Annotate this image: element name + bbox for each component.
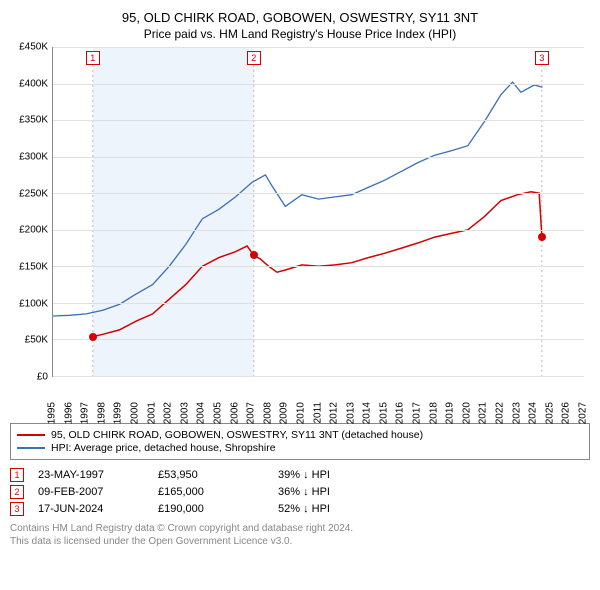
- sale-date: 09-FEB-2007: [38, 486, 158, 498]
- x-axis: 1995199619971998199920002001200220032004…: [52, 377, 584, 417]
- x-tick-label: 2008: [262, 402, 273, 424]
- sales-row: 2 09-FEB-2007£165,00036% ↓ HPI: [10, 485, 590, 499]
- legend-swatch-hpi: [17, 447, 45, 449]
- x-tick-label: 1999: [113, 402, 124, 424]
- legend-label-hpi: HPI: Average price, detached house, Shro…: [51, 442, 276, 454]
- chart-container: 95, OLD CHIRK ROAD, GOBOWEN, OSWESTRY, S…: [10, 10, 590, 548]
- plot-area: £0 £50K £100K £150K £200K £250K £300K £350K £400…: [10, 47, 590, 417]
- x-tick-label: 2017: [412, 402, 423, 424]
- y-tick-label: £50K: [25, 335, 48, 346]
- x-tick-label: 2003: [179, 402, 190, 424]
- sale-delta: 36% ↓ HPI: [278, 486, 398, 498]
- legend-label-subject: 95, OLD CHIRK ROAD, GOBOWEN, OSWESTRY, S…: [51, 429, 423, 441]
- x-tick-label: 1996: [63, 402, 74, 424]
- legend: 95, OLD CHIRK ROAD, GOBOWEN, OSWESTRY, S…: [10, 423, 590, 460]
- x-tick-label: 2006: [229, 402, 240, 424]
- x-tick-label: 2020: [461, 402, 472, 424]
- y-tick-label: £0: [37, 372, 48, 383]
- footnote: Contains HM Land Registry data © Crown c…: [10, 522, 590, 548]
- x-tick-label: 2011: [312, 402, 323, 424]
- x-tick-label: 2016: [395, 402, 406, 424]
- y-tick-label: £150K: [19, 262, 48, 273]
- x-tick-label: 2001: [146, 402, 157, 424]
- x-tick-label: 2022: [495, 402, 506, 424]
- x-tick-label: 1995: [47, 402, 58, 424]
- y-tick-label: £250K: [19, 188, 48, 199]
- x-tick-label: 2010: [295, 402, 306, 424]
- x-tick-label: 2018: [428, 402, 439, 424]
- sale-price: £165,000: [158, 486, 278, 498]
- y-tick-label: £100K: [19, 298, 48, 309]
- sale-delta: 39% ↓ HPI: [278, 469, 398, 481]
- plot-region: 1 2 3: [52, 47, 584, 377]
- legend-item-subject: 95, OLD CHIRK ROAD, GOBOWEN, OSWESTRY, S…: [17, 429, 583, 441]
- series-line-hpi: [53, 82, 543, 316]
- sale-point: [89, 333, 97, 341]
- sale-marker-icon: 2: [10, 485, 24, 499]
- y-tick-label: £300K: [19, 152, 48, 163]
- sale-point: [538, 233, 546, 241]
- legend-item-hpi: HPI: Average price, detached house, Shro…: [17, 442, 583, 454]
- chart-lines: [53, 47, 584, 376]
- sales-row: 3 17-JUN-2024£190,00052% ↓ HPI: [10, 502, 590, 516]
- sale-delta: 52% ↓ HPI: [278, 503, 398, 515]
- x-tick-label: 2007: [246, 402, 257, 424]
- x-tick-label: 2014: [362, 402, 373, 424]
- x-tick-label: 2009: [279, 402, 290, 424]
- series-line-subject: [93, 192, 542, 337]
- sale-marker-icon: 1: [10, 468, 24, 482]
- x-tick-label: 2027: [578, 402, 589, 424]
- y-axis: £0£50K£100K£150K£200K£250K£300K£350K£400…: [10, 47, 52, 377]
- x-tick-label: 2005: [212, 402, 223, 424]
- y-tick-label: £400K: [19, 78, 48, 89]
- sale-date: 17-JUN-2024: [38, 503, 158, 515]
- sale-price: £53,950: [158, 469, 278, 481]
- x-tick-label: 2004: [196, 402, 207, 424]
- x-tick-label: 1998: [96, 402, 107, 424]
- chart-title: 95, OLD CHIRK ROAD, GOBOWEN, OSWESTRY, S…: [10, 10, 590, 25]
- sale-marker-2: 2: [247, 51, 261, 65]
- sale-marker-icon: 3: [10, 502, 24, 516]
- x-tick-label: 2023: [511, 402, 522, 424]
- x-tick-label: 2012: [329, 402, 340, 424]
- footnote-line2: This data is licensed under the Open Gov…: [10, 535, 590, 548]
- legend-swatch-subject: [17, 434, 45, 436]
- y-tick-label: £450K: [19, 42, 48, 53]
- y-tick-label: £200K: [19, 225, 48, 236]
- sale-marker-1: 1: [86, 51, 100, 65]
- x-tick-label: 2015: [378, 402, 389, 424]
- sale-date: 23-MAY-1997: [38, 469, 158, 481]
- x-tick-label: 2019: [445, 402, 456, 424]
- x-tick-label: 2024: [528, 402, 539, 424]
- chart-subtitle: Price paid vs. HM Land Registry's House …: [10, 27, 590, 41]
- sale-point: [250, 251, 258, 259]
- x-tick-label: 1997: [80, 402, 91, 424]
- x-tick-label: 2002: [163, 402, 174, 424]
- x-tick-label: 2000: [129, 402, 140, 424]
- x-tick-label: 2013: [345, 402, 356, 424]
- x-tick-label: 2026: [561, 402, 572, 424]
- y-tick-label: £350K: [19, 115, 48, 126]
- sale-price: £190,000: [158, 503, 278, 515]
- x-tick-label: 2025: [544, 402, 555, 424]
- x-tick-label: 2021: [478, 402, 489, 424]
- sales-row: 1 23-MAY-1997£53,95039% ↓ HPI: [10, 468, 590, 482]
- sale-marker-3: 3: [535, 51, 549, 65]
- footnote-line1: Contains HM Land Registry data © Crown c…: [10, 522, 590, 535]
- sales-table: 1 23-MAY-1997£53,95039% ↓ HPI 2 09-FEB-2007…: [10, 468, 590, 516]
